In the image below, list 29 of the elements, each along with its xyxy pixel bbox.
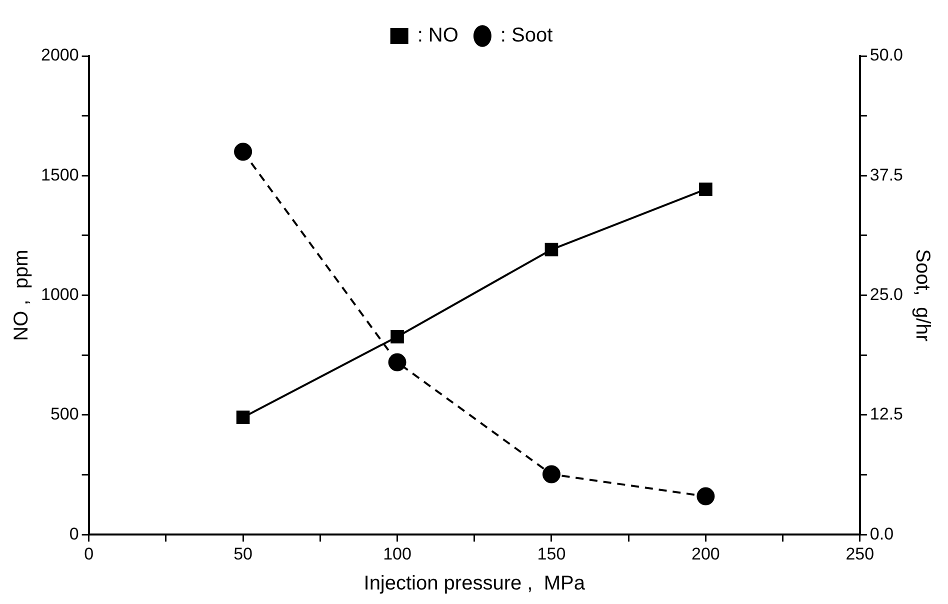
x-axis-title: Injection pressure , MPa <box>364 572 586 595</box>
y-axis-title: NO , ppm <box>10 250 33 341</box>
x-tick-label: 100 <box>383 544 412 564</box>
point <box>236 410 250 424</box>
x-tick-label: 200 <box>692 544 720 564</box>
y2-axis-title: Soot, g/hr <box>911 249 934 342</box>
y-tick-label: 1500 <box>40 165 79 184</box>
legend-label: : Soot <box>500 24 554 47</box>
point <box>542 465 560 484</box>
x-tick-label: 0 <box>84 544 94 564</box>
legend-label: : NO <box>417 24 458 47</box>
point <box>699 182 712 196</box>
y2-tick-label: 25.0 <box>870 284 904 304</box>
point <box>388 353 406 372</box>
y-tick-label: 500 <box>50 404 79 424</box>
x-tick-label: 50 <box>234 544 252 564</box>
y2-tick-label: 0.0 <box>870 524 894 544</box>
y-tick-label: 0 <box>69 524 79 544</box>
x-tick-label: 150 <box>537 544 566 564</box>
y2-tick-label: 12.5 <box>870 404 904 424</box>
point <box>696 487 715 506</box>
y-tick-label: 1000 <box>40 284 79 304</box>
point <box>390 330 404 344</box>
point <box>544 242 558 256</box>
x-tick-label: 250 <box>846 544 874 564</box>
y2-tick-label: 50.0 <box>870 46 904 65</box>
point <box>234 142 252 161</box>
y2-tick-label: 37.5 <box>870 165 904 184</box>
y-tick-label: 2000 <box>40 46 79 65</box>
